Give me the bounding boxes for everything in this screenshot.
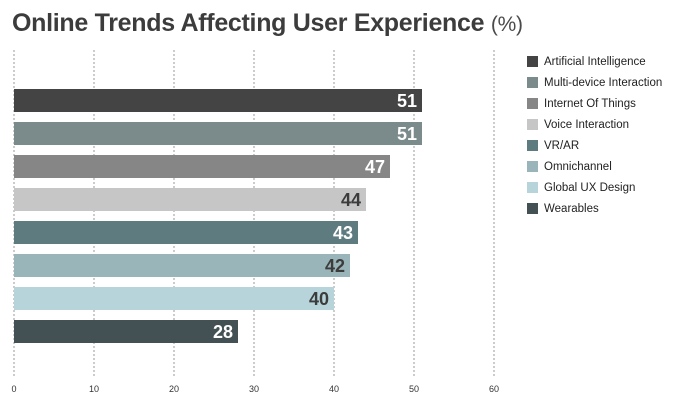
legend-swatch bbox=[527, 56, 538, 67]
legend-swatch bbox=[527, 119, 538, 130]
x-axis-ticks: 0 10 20 30 40 50 60 bbox=[11, 384, 499, 394]
bar-3 bbox=[14, 188, 366, 211]
legend-swatch bbox=[527, 161, 538, 172]
bar-6 bbox=[14, 287, 334, 310]
legend-swatch bbox=[527, 77, 538, 88]
bar-value-label-7: 28 bbox=[213, 322, 233, 342]
legend-label: Multi-device Interaction bbox=[544, 76, 663, 89]
x-tick-label-5: 50 bbox=[409, 384, 419, 394]
bar-group-5: 42 bbox=[14, 254, 350, 277]
x-tick-label-0: 0 bbox=[11, 384, 16, 394]
bar-value-label-2: 47 bbox=[365, 157, 385, 177]
bar-4 bbox=[14, 221, 358, 244]
chart-title-unit: (%) bbox=[490, 13, 523, 36]
bar-group-3: 44 bbox=[14, 188, 366, 211]
bar-5 bbox=[14, 254, 350, 277]
bar-group-1: 51 bbox=[14, 122, 422, 145]
legend-swatch bbox=[527, 182, 538, 193]
legend-item: Multi-device Interaction bbox=[527, 72, 662, 93]
legend-label: Wearables bbox=[544, 202, 599, 215]
legend-item: Internet Of Things bbox=[527, 93, 662, 114]
legend-label: VR/AR bbox=[544, 139, 580, 152]
bar-value-label-1: 51 bbox=[397, 124, 417, 144]
bar-group-7: 28 bbox=[14, 320, 238, 343]
bar-0 bbox=[14, 89, 422, 112]
bar-7 bbox=[14, 320, 238, 343]
legend-label: Internet Of Things bbox=[544, 97, 636, 110]
legend-item: Voice Interaction bbox=[527, 114, 662, 135]
bar-value-label-6: 40 bbox=[309, 289, 329, 309]
legend-item: Artificial Intelligence bbox=[527, 51, 662, 72]
bar-group-4: 43 bbox=[14, 221, 358, 244]
legend-label: Voice Interaction bbox=[544, 118, 630, 131]
bar-value-label-0: 51 bbox=[397, 91, 417, 111]
legend-item: Global UX Design bbox=[527, 177, 662, 198]
bar-group-2: 47 bbox=[14, 155, 390, 178]
bar-group-0: 51 bbox=[14, 89, 422, 112]
legend-swatch bbox=[527, 203, 538, 214]
legend-item: VR/AR bbox=[527, 135, 662, 156]
legend-item: Omnichannel bbox=[527, 156, 662, 177]
bar-2 bbox=[14, 155, 390, 178]
legend: Artificial Intelligence Multi-device Inte… bbox=[527, 51, 662, 219]
bar-value-label-4: 43 bbox=[333, 223, 353, 243]
x-tick-label-1: 10 bbox=[89, 384, 99, 394]
legend-label: Global UX Design bbox=[544, 181, 636, 194]
legend-label: Artificial Intelligence bbox=[544, 55, 646, 68]
legend-swatch bbox=[527, 140, 538, 151]
legend-swatch bbox=[527, 98, 538, 109]
bar-value-label-3: 44 bbox=[341, 190, 361, 210]
legend-item: Wearables bbox=[527, 198, 662, 219]
x-tick-label-3: 30 bbox=[249, 384, 259, 394]
legend-label: Omnichannel bbox=[544, 160, 612, 173]
chart-title-text: Online Trends Affecting User Experience bbox=[12, 9, 485, 37]
x-tick-label-6: 60 bbox=[489, 384, 499, 394]
bar-value-label-5: 42 bbox=[325, 256, 345, 276]
chart-title: Online Trends Affecting User Experience … bbox=[12, 9, 523, 38]
x-tick-label-2: 20 bbox=[169, 384, 179, 394]
bar-group-6: 40 bbox=[14, 287, 334, 310]
x-tick-label-4: 40 bbox=[329, 384, 339, 394]
bar-1 bbox=[14, 122, 422, 145]
